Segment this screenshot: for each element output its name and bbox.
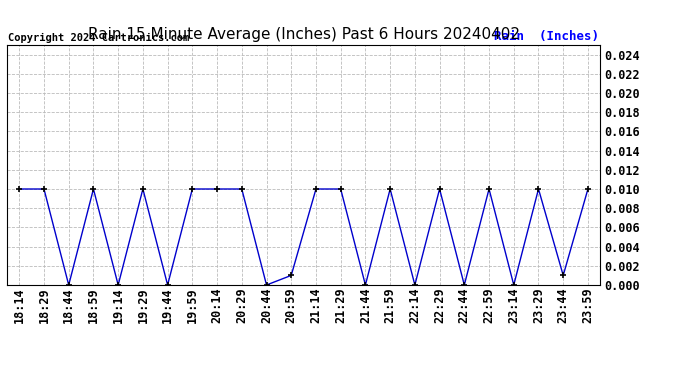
Title: Rain 15 Minute Average (Inches) Past 6 Hours 20240402: Rain 15 Minute Average (Inches) Past 6 H… <box>88 27 520 42</box>
Text: Rain  (Inches): Rain (Inches) <box>494 30 599 43</box>
Text: Copyright 2024 Cartronics.com: Copyright 2024 Cartronics.com <box>8 33 189 43</box>
